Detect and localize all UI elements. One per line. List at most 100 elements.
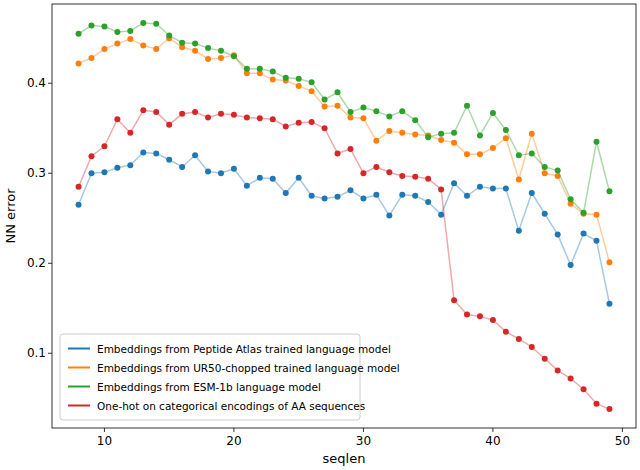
series-marker: [309, 79, 315, 85]
series-marker: [140, 20, 146, 26]
y-axis-label: NN error: [3, 188, 18, 244]
series-marker: [542, 356, 548, 362]
series-marker: [360, 105, 366, 111]
series-marker: [114, 165, 120, 171]
legend-swatch: [68, 386, 90, 388]
series-marker: [360, 170, 366, 176]
series-marker: [568, 375, 574, 381]
series-marker: [166, 122, 172, 128]
series-marker: [283, 75, 289, 81]
series-marker: [76, 202, 82, 208]
series-marker: [218, 48, 224, 54]
legend-swatch: [68, 367, 90, 369]
series-marker: [477, 184, 483, 190]
x-tick-label: 30: [356, 434, 371, 448]
series-marker: [270, 116, 276, 122]
series-marker: [503, 329, 509, 335]
series-marker: [192, 109, 198, 115]
series-marker: [503, 127, 509, 133]
series-marker: [322, 195, 328, 201]
series-marker: [568, 262, 574, 268]
series-marker: [412, 174, 418, 180]
y-tick: [48, 173, 52, 174]
series-marker: [438, 186, 444, 192]
x-tick-label: 50: [615, 434, 630, 448]
series-marker: [153, 46, 159, 52]
series-marker: [335, 103, 341, 109]
series-marker: [568, 196, 574, 202]
plot-frame: [52, 4, 636, 428]
series-marker: [581, 386, 587, 392]
series-marker: [529, 190, 535, 196]
y-tick-label: 0.1: [27, 346, 46, 360]
series-marker: [244, 114, 250, 120]
series-marker: [257, 175, 263, 181]
series-line: [79, 38, 610, 262]
series-marker: [322, 125, 328, 131]
series-marker: [529, 131, 535, 137]
series-marker: [373, 108, 379, 114]
series-marker: [218, 170, 224, 176]
x-tick: [363, 428, 364, 432]
series-marker: [425, 199, 431, 205]
series-marker: [347, 114, 353, 120]
series-marker: [451, 130, 457, 136]
series-marker: [114, 116, 120, 122]
series-marker: [373, 164, 379, 170]
series-marker: [542, 170, 548, 176]
series-marker: [412, 117, 418, 123]
series-marker: [218, 55, 224, 61]
series-marker: [594, 139, 600, 145]
series-marker: [516, 336, 522, 342]
series-marker: [542, 164, 548, 170]
series-marker: [140, 107, 146, 113]
series-marker: [127, 162, 133, 168]
series-line: [79, 110, 610, 409]
series-marker: [490, 145, 496, 151]
series-marker: [166, 33, 172, 39]
y-tick: [48, 263, 52, 264]
series-marker: [114, 29, 120, 35]
series-line: [79, 23, 610, 213]
series-marker: [335, 194, 341, 200]
series-marker: [464, 312, 470, 318]
series-marker: [360, 195, 366, 201]
series-marker: [140, 42, 146, 48]
y-tick-label: 0.4: [27, 76, 46, 90]
series-marker: [425, 134, 431, 140]
series-marker: [140, 150, 146, 156]
series-marker: [606, 259, 612, 265]
series-marker: [309, 88, 315, 94]
y-tick-label: 0.3: [27, 166, 46, 180]
series-marker: [179, 111, 185, 117]
y-tick-label: 0.2: [27, 256, 46, 270]
series-marker: [581, 210, 587, 216]
series-marker: [386, 128, 392, 134]
y-tick: [48, 353, 52, 354]
legend: Embeddings from Peptide Atlas trained la…: [60, 334, 400, 420]
series-marker: [373, 138, 379, 144]
series-marker: [166, 157, 172, 163]
series-marker: [555, 168, 561, 174]
series-marker: [451, 180, 457, 186]
series-marker: [399, 108, 405, 114]
series-marker: [205, 168, 211, 174]
series-marker: [516, 228, 522, 234]
series-marker: [231, 166, 237, 172]
legend-label: Embeddings from Peptide Atlas trained la…: [97, 343, 391, 355]
series-marker: [555, 367, 561, 373]
series-marker: [322, 96, 328, 102]
series-marker: [283, 123, 289, 129]
series-marker: [594, 238, 600, 244]
legend-label: One-hot on categorical encodings of AA s…: [97, 400, 365, 412]
series-marker: [205, 114, 211, 120]
x-tick-label: 40: [485, 434, 500, 448]
series-marker: [76, 184, 82, 190]
series-marker: [386, 114, 392, 120]
series-marker: [231, 112, 237, 118]
series-marker: [257, 66, 263, 72]
x-tick-label: 10: [97, 434, 112, 448]
series-marker: [153, 109, 159, 115]
series-marker: [257, 115, 263, 121]
series-marker: [347, 146, 353, 152]
